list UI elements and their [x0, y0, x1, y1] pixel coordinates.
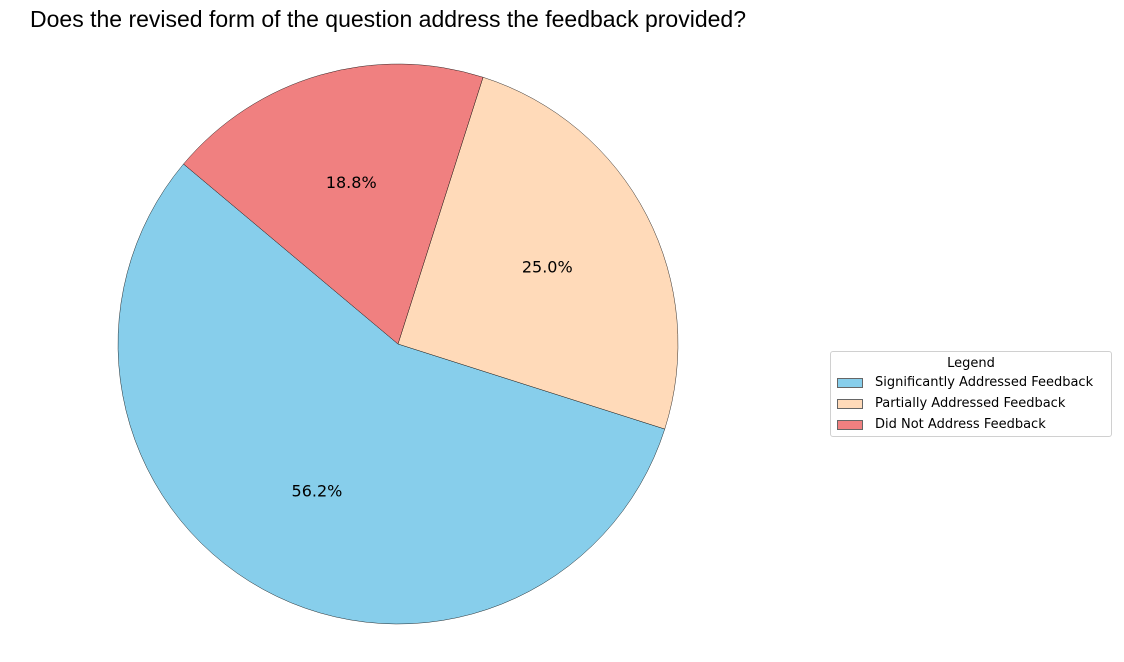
- legend-swatch-partially-addressed: [837, 398, 863, 409]
- legend-label-partially-addressed: Partially Addressed Feedback: [875, 396, 1066, 411]
- legend-swatch-did-not-address: [837, 419, 863, 430]
- legend-item-significantly-addressed: Significantly Addressed Feedback: [831, 372, 1111, 393]
- legend-label-did-not-address: Did Not Address Feedback: [875, 417, 1046, 432]
- legend-label-significantly-addressed: Significantly Addressed Feedback: [875, 375, 1094, 390]
- pie-label-partially-addressed: 25.0%: [522, 257, 573, 276]
- pie-slice-partially-addressed: [397, 76, 679, 430]
- chart-title: Does the revised form of the question ad…: [30, 6, 746, 32]
- legend: Legend Significantly Addressed Feedback …: [830, 351, 1112, 437]
- pie-label-did-not-address: 18.8%: [326, 173, 377, 192]
- pie-slice-significantly-addressed: [117, 163, 666, 625]
- legend-swatch-significantly-addressed: [837, 377, 863, 388]
- pie-labels: 56.2% 25.0% 18.8%: [292, 173, 573, 501]
- legend-item-did-not-address: Did Not Address Feedback: [831, 414, 1111, 435]
- pie-label-significantly-addressed: 56.2%: [292, 482, 343, 501]
- legend-item-partially-addressed: Partially Addressed Feedback: [831, 393, 1111, 414]
- legend-title: Legend: [947, 356, 995, 371]
- pie-slices: [117, 63, 679, 625]
- pie-slice-did-not-address: [183, 63, 484, 345]
